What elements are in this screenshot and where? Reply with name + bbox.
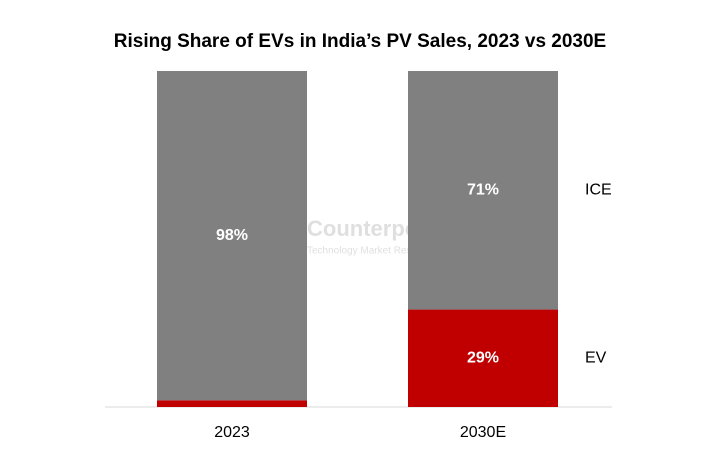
legend-label: ICE [585,181,612,198]
chart-title: Rising Share of EVs in India’s PV Sales,… [114,31,606,52]
x-tick-label: 2023 [214,424,250,441]
bar-segment [408,309,558,407]
watermark-subtext: Technology Market Research [307,246,437,257]
bar-segment [157,400,307,407]
bar-segment [408,71,558,310]
data-label: 98% [216,227,248,244]
legend-label: EV [585,349,607,366]
data-label: 71% [467,181,499,198]
data-label: 29% [467,349,499,366]
bar-segment [157,71,307,401]
x-tick-label: 2030E [460,424,506,441]
